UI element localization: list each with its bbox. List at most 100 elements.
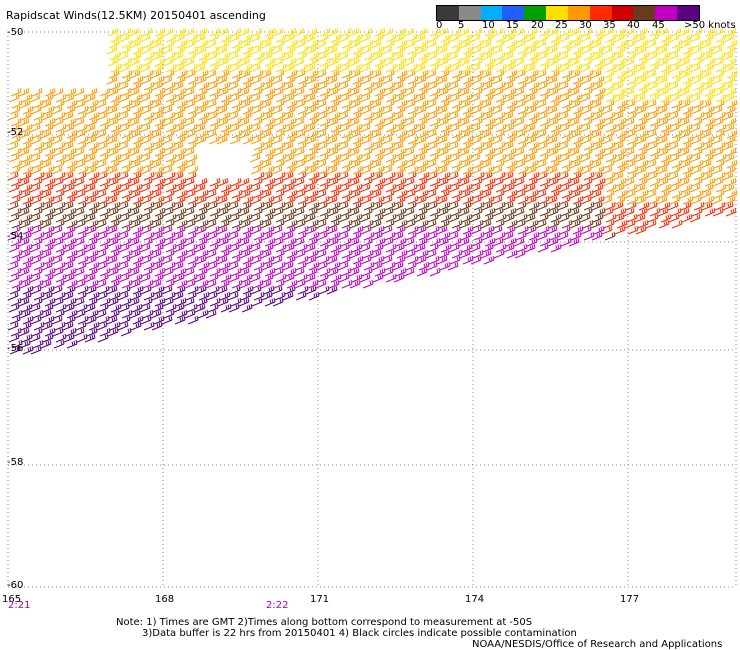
wind-barb: [373, 105, 385, 115]
wind-barb: [293, 237, 305, 247]
wind-barb: [19, 279, 31, 289]
wind-barb: [491, 105, 503, 115]
wind-barb: [625, 141, 637, 151]
wind-barb: [582, 129, 594, 139]
wind-barb: [557, 51, 569, 61]
wind-barb: [481, 51, 493, 61]
wind-barb: [75, 201, 87, 211]
wind-barb: [550, 243, 562, 253]
wind-barb: [680, 81, 692, 91]
wind-barb: [429, 237, 441, 247]
wind-barb: [273, 249, 285, 259]
wind-barb: [40, 99, 52, 109]
wind-barb: [185, 51, 197, 61]
wind-barb: [108, 309, 120, 319]
wind-barb: [196, 297, 208, 307]
wind-barb: [139, 93, 151, 103]
wind-barb: [131, 273, 143, 283]
wind-barb: [271, 45, 283, 55]
wind-barb: [370, 99, 382, 109]
wind-barb: [282, 81, 294, 91]
wind-barb: [293, 147, 305, 157]
wind-barb: [326, 255, 338, 265]
wind-barb: [153, 75, 165, 85]
wind-barb: [670, 57, 682, 67]
wind-barb: [506, 69, 518, 79]
wind-barb: [381, 225, 393, 235]
wind-barb: [151, 261, 163, 271]
wind-barb: [350, 171, 362, 181]
wind-barb: [614, 225, 626, 235]
wind-barb: [229, 255, 241, 265]
wind-barb: [449, 165, 461, 175]
wind-barb: [99, 207, 111, 217]
wind-barb: [482, 33, 494, 43]
wind-barb: [284, 255, 296, 265]
wind-barb: [341, 129, 353, 139]
wind-barb: [318, 45, 330, 55]
wind-barb: [42, 213, 54, 223]
wind-barb: [483, 45, 495, 55]
wind-barb: [693, 81, 705, 91]
lon-label: 165: [2, 594, 22, 605]
wind-barb: [108, 189, 120, 199]
wind-barb: [165, 183, 177, 193]
wind-barb: [560, 177, 572, 187]
wind-barb: [626, 63, 638, 73]
wind-barb: [405, 231, 417, 241]
wind-barb: [328, 279, 340, 289]
wind-barb: [264, 177, 276, 187]
wind-barb: [306, 57, 318, 67]
wind-barb: [164, 231, 176, 241]
wind-barb: [32, 249, 44, 259]
wind-barb: [31, 147, 43, 157]
wind-barb: [407, 45, 419, 55]
wind-barb: [339, 225, 351, 235]
wind-barb: [130, 261, 142, 271]
wind-barb: [75, 231, 87, 241]
wind-barb: [18, 117, 30, 127]
wind-barb: [414, 63, 426, 73]
wind-barb: [75, 291, 87, 301]
wind-barb: [209, 267, 221, 277]
wind-barb: [469, 33, 481, 43]
wind-barb: [670, 87, 682, 97]
wind-barb: [635, 225, 647, 235]
wind-barb: [470, 75, 482, 85]
wind-barb: [495, 243, 507, 253]
wind-barb: [635, 195, 647, 205]
wind-barb: [371, 171, 383, 181]
wind-barb: [414, 153, 426, 163]
wind-barb: [383, 69, 395, 79]
wind-barb: [667, 201, 679, 211]
wind-barb: [43, 315, 55, 325]
wind-barb: [704, 207, 716, 217]
wind-barb: [360, 45, 372, 55]
wind-barb: [330, 123, 342, 133]
wind-barb: [447, 81, 459, 91]
wind-barb: [196, 117, 208, 127]
wind-barb: [701, 81, 713, 91]
wind-barb: [439, 171, 451, 181]
wind-barb: [251, 267, 263, 277]
wind-barb: [714, 171, 726, 181]
wind-barb: [162, 27, 174, 37]
wind-barb: [492, 147, 504, 157]
wind-barb: [95, 189, 107, 199]
wind-barb: [129, 309, 141, 319]
wind-barb: [196, 177, 208, 187]
wind-barb: [437, 87, 449, 97]
wind-barb: [228, 183, 240, 193]
wind-barb: [338, 153, 350, 163]
wind-barb: [505, 147, 517, 157]
wind-barb: [286, 159, 298, 169]
wind-barb: [41, 291, 53, 301]
wind-barb: [590, 39, 602, 49]
wind-barb: [406, 123, 418, 133]
wind-barb: [616, 129, 628, 139]
wind-barb: [559, 195, 571, 205]
wind-barb: [638, 81, 650, 91]
wind-barb: [238, 297, 250, 307]
wind-barb: [219, 201, 231, 211]
wind-barb: [97, 303, 109, 313]
